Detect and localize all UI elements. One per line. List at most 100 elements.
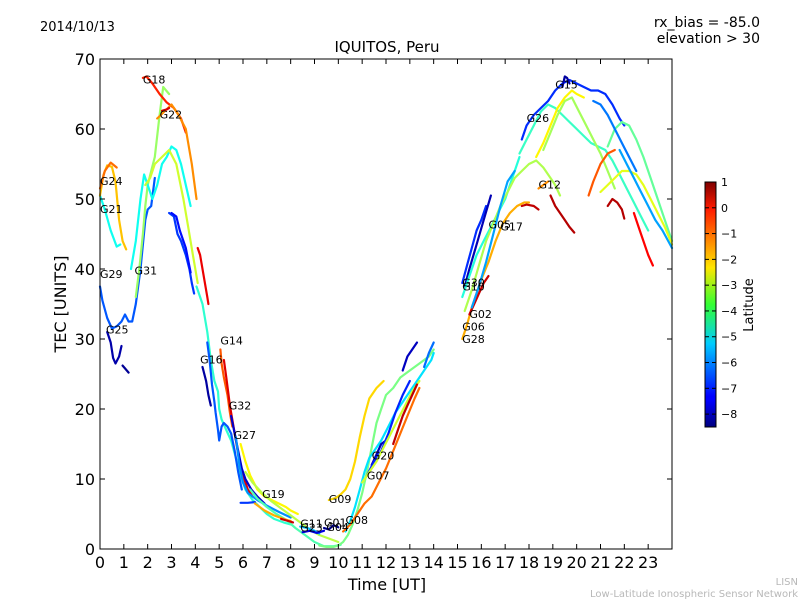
x-tick-label: 12	[376, 553, 396, 572]
x-axis-label: Time [UT]	[347, 575, 426, 594]
x-tick-label: 23	[638, 553, 658, 572]
x-tick-label: 3	[166, 553, 176, 572]
x-tick-label: 4	[190, 553, 200, 572]
x-axis: 0 1 2 3 4 5 6 7 8 9 10 11 12 13 14 15 16 17 18 19 20 21 22 23	[95, 59, 658, 572]
tec-track-50	[549, 194, 576, 234]
satellite-label: G02	[469, 308, 492, 321]
tec-track-12	[168, 211, 196, 295]
satellite-label: G19	[262, 488, 285, 501]
satellite-label: G24	[100, 175, 123, 188]
colorbar-label: Latitude	[742, 278, 757, 332]
x-tick-label: 17	[495, 553, 515, 572]
tec-track-4	[121, 364, 130, 374]
satellite-label: G25	[106, 323, 129, 336]
colorbar-tick-label: 1	[721, 176, 728, 189]
x-tick-label: 22	[614, 553, 634, 572]
x-tick-label: 21	[590, 553, 610, 572]
tec-track-3	[106, 330, 123, 365]
tec-track-53	[518, 103, 650, 232]
y-tick-label: 20	[75, 400, 95, 419]
tec-track-37	[423, 341, 435, 369]
tec-track-36	[401, 341, 419, 372]
satellite-label: G17	[500, 221, 523, 234]
y-tick-label: 0	[85, 540, 95, 559]
satellite-label: G26	[527, 112, 550, 125]
x-tick-label: 18	[519, 553, 539, 572]
x-tick-label: 11	[352, 553, 372, 572]
x-tick-label: 13	[400, 553, 420, 572]
tec-track-17	[201, 365, 212, 407]
y-tick-label: 10	[75, 470, 95, 489]
satellite-label: G20	[372, 449, 395, 462]
tec-track-38	[361, 379, 421, 484]
tec-track-27	[280, 517, 295, 524]
x-tick-label: 6	[238, 553, 248, 572]
x-tick-label: 14	[423, 553, 443, 572]
tec-track-24	[244, 470, 340, 544]
x-tick-label: 0	[95, 553, 105, 572]
tec-track-60	[606, 197, 626, 220]
tec-track-39	[342, 386, 421, 533]
tec-track-35	[365, 379, 411, 477]
colorbar-tick-label: −6	[721, 357, 737, 370]
tec-track-44	[463, 159, 562, 313]
tec-track-42	[463, 194, 492, 288]
y-tick-label: 30	[75, 330, 95, 349]
satellite-label: G23	[300, 522, 323, 535]
tec-track-11	[160, 106, 171, 112]
tec-track-57	[606, 120, 674, 243]
tec-track-8	[144, 148, 199, 285]
x-tick-label: 5	[214, 553, 224, 572]
satellite-label: G22	[160, 109, 183, 122]
x-tick-label: 8	[286, 553, 296, 572]
x-tick-label: 15	[447, 553, 467, 572]
colorbar	[704, 181, 717, 428]
tec-track-15	[195, 285, 292, 526]
x-tick-label: 9	[309, 553, 319, 572]
satellite-label: G01	[324, 517, 347, 530]
tec-track-22	[239, 501, 256, 504]
x-tick-label: 2	[143, 553, 153, 572]
satellite-label: G29	[100, 268, 123, 281]
colorbar-tick-label: −3	[721, 279, 737, 292]
colorbar-tick-label: −4	[721, 305, 737, 318]
y-tick-label: 60	[75, 120, 95, 139]
tec-track-30	[322, 524, 340, 531]
date-label: 2014/10/13	[40, 20, 115, 35]
y-tick-label: 50	[75, 190, 95, 209]
x-tick-label: 19	[543, 553, 563, 572]
satellite-label: G05	[488, 218, 511, 231]
satellite-label: G10	[462, 281, 485, 294]
tec-track-55	[535, 89, 585, 159]
tec-track-47	[470, 169, 516, 309]
colorbar-tick-label: −5	[721, 331, 737, 344]
tec-track-16	[206, 341, 243, 491]
satellite-label: G08	[345, 514, 368, 527]
colorbar-tick-label: −8	[721, 408, 737, 421]
tec-track-18	[219, 348, 234, 428]
chart-title: IQUITOS, Peru	[334, 38, 439, 56]
satellite-label: G15	[555, 78, 578, 91]
x-tick-label: 7	[262, 553, 272, 572]
network-label: Low-Latitude Ionospheric Sensor Network	[590, 589, 798, 600]
tec-track-29	[301, 529, 326, 534]
x-tick-label: 1	[119, 553, 129, 572]
satellite-label: G16	[200, 354, 223, 367]
satellite-label: G27	[233, 429, 256, 442]
tec-track-49	[537, 180, 550, 190]
elevation-label: elevation > 30	[657, 31, 760, 47]
y-axis: 0 10 20 30 40 50 60 70	[75, 50, 672, 559]
tec-track-21	[234, 435, 292, 519]
data-layer	[98, 75, 674, 548]
satellite-label: G18	[143, 74, 166, 87]
satellite-label: G21	[100, 203, 123, 216]
colorbar-tick-label: −2	[721, 253, 737, 266]
tec-track-40	[392, 383, 419, 446]
y-tick-label: 40	[75, 260, 95, 279]
y-axis-label: TEC [UNITS]	[51, 256, 70, 354]
colorbar-tick-label: 0	[721, 202, 728, 215]
tec-track-0	[98, 194, 122, 248]
tec-track-58	[599, 169, 674, 246]
satellite-label: G28	[462, 333, 485, 346]
satellite-label: G32	[229, 400, 252, 413]
